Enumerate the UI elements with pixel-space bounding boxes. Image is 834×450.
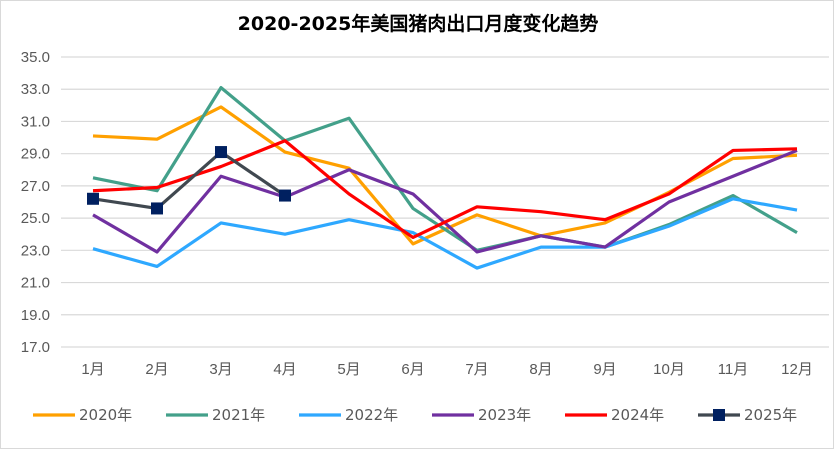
- y-tick-label: 27.0: [21, 178, 50, 195]
- series-line-2021年: [92, 86, 798, 252]
- x-tick-label: 11月: [718, 361, 749, 378]
- legend-label: 2020年: [79, 406, 132, 424]
- x-tick-label: 8月: [529, 361, 552, 378]
- legend-label: 2021年: [212, 406, 265, 424]
- y-tick-label: 23.0: [21, 242, 50, 259]
- x-tick-label: 7月: [465, 361, 488, 378]
- x-tick-label: 10月: [653, 361, 685, 378]
- x-tick-label: 1月: [81, 361, 104, 378]
- series-line-2025年: [92, 150, 286, 211]
- x-tick-label: 2月: [145, 361, 168, 378]
- series-line-2024年: [92, 139, 798, 240]
- y-tick-label: 33.0: [21, 81, 50, 98]
- x-tick-label: 12月: [781, 361, 813, 378]
- x-tick-label: 4月: [273, 361, 296, 378]
- data-point-marker: [279, 189, 291, 202]
- legend-marker: [713, 409, 725, 421]
- data-point-marker: [87, 192, 99, 205]
- x-tick-label: 6月: [401, 361, 424, 378]
- y-tick-label: 35.0: [21, 49, 50, 66]
- y-tick-label: 29.0: [21, 146, 50, 163]
- x-tick-label: 9月: [593, 361, 616, 378]
- chart-title: 2020-2025年美国猪肉出口月度变化趋势: [238, 12, 599, 35]
- legend-label: 2025年: [744, 406, 797, 424]
- y-tick-label: 31.0: [21, 113, 50, 130]
- data-point-marker: [151, 202, 163, 215]
- y-tick-label: 19.0: [21, 307, 50, 324]
- legend-label: 2024年: [611, 406, 664, 424]
- data-point-marker: [215, 146, 227, 159]
- y-tick-label: 25.0: [21, 210, 50, 227]
- x-tick-label: 5月: [337, 361, 360, 378]
- y-tick-label: 21.0: [21, 275, 50, 292]
- series-line-2022年: [92, 197, 798, 270]
- legend-label: 2022年: [345, 406, 398, 424]
- x-tick-label: 3月: [209, 361, 232, 378]
- legend-label: 2023年: [478, 406, 531, 424]
- y-tick-label: 17.0: [21, 339, 50, 356]
